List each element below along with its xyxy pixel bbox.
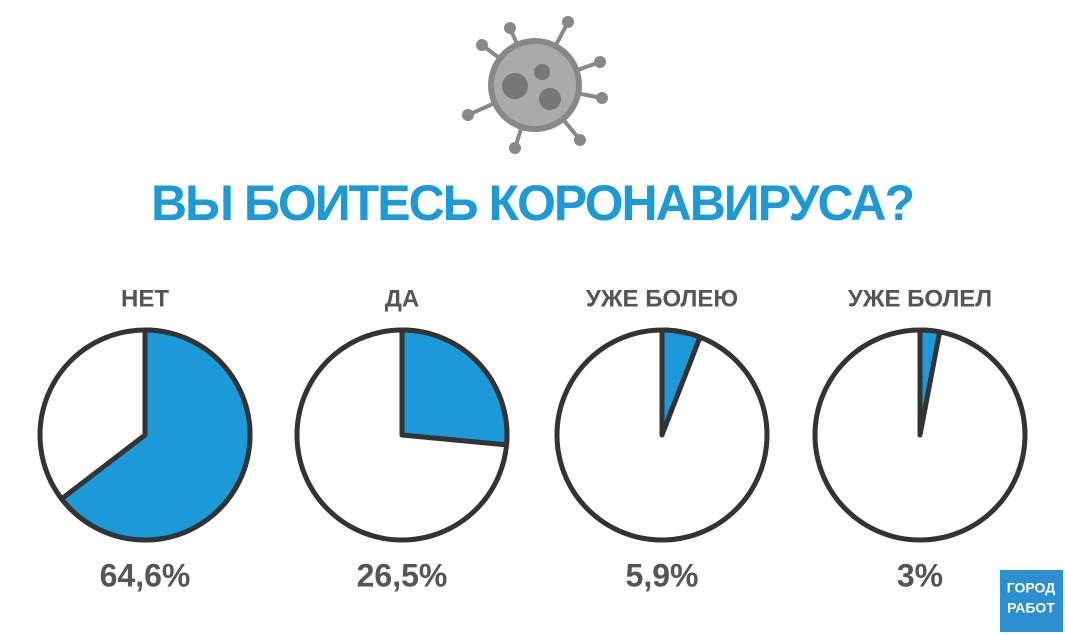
pie-slice <box>59 327 253 543</box>
value-label: 26,5% <box>357 557 448 593</box>
value-label: 64,6% <box>100 557 191 593</box>
value-label: 3% <box>897 557 943 593</box>
pie-slice <box>659 327 703 438</box>
virus-icon <box>462 16 608 154</box>
value-label: 5,9% <box>626 557 699 593</box>
pie-label: НЕТ <box>121 285 169 312</box>
logo-text: ГОРОД <box>1007 580 1056 596</box>
pie-slice <box>399 327 510 448</box>
pie-label: УЖЕ БОЛЕЛ <box>848 285 992 312</box>
logo-text: РАБОТ <box>1007 600 1055 616</box>
pie-label: ДА <box>385 285 419 312</box>
logo: ГОРОД РАБОТ <box>1000 570 1063 632</box>
logo-box <box>1000 570 1063 632</box>
pie-label: УЖЕ БОЛЕЮ <box>586 285 738 312</box>
pie-slice <box>917 327 943 438</box>
page-title: ВЫ БОИТЕСЬ КОРОНАВИРУСА? <box>151 175 913 231</box>
